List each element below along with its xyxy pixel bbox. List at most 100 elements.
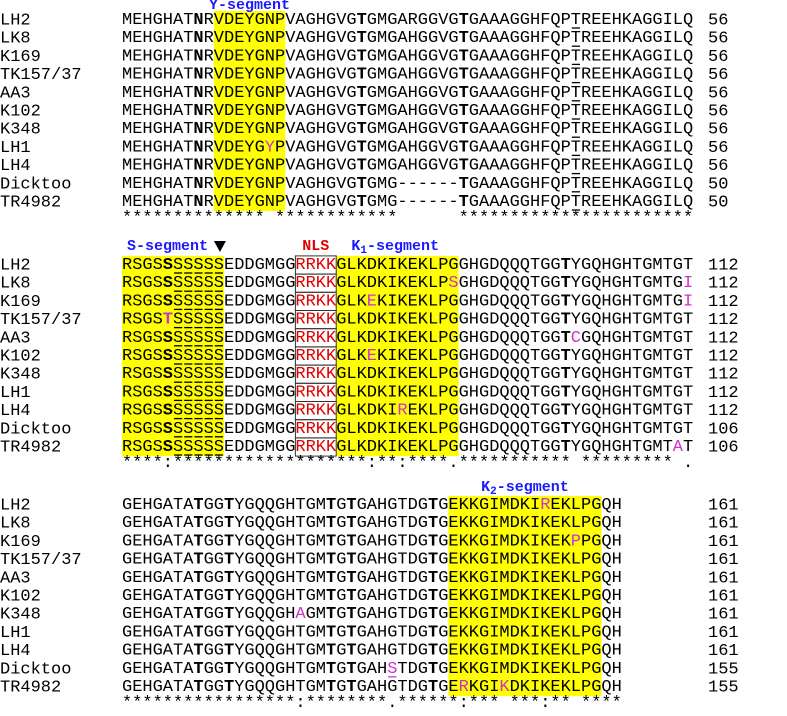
residue: V bbox=[214, 102, 225, 121]
residue: G bbox=[122, 624, 132, 643]
residue: M bbox=[377, 102, 387, 121]
residue: M bbox=[377, 11, 387, 30]
residue: A bbox=[479, 193, 490, 212]
residue: D bbox=[408, 587, 418, 606]
residue: T bbox=[683, 366, 693, 385]
residue: V bbox=[214, 193, 225, 212]
residue: P bbox=[275, 84, 285, 103]
residue: T bbox=[663, 347, 673, 366]
residue: M bbox=[499, 551, 509, 570]
residue: H bbox=[469, 384, 479, 403]
residue: G bbox=[346, 157, 356, 176]
residue: H bbox=[612, 30, 622, 49]
residue: M bbox=[122, 11, 132, 30]
consensus-symbol: * bbox=[520, 455, 530, 474]
residue: V bbox=[336, 157, 347, 176]
residue: D bbox=[234, 402, 244, 421]
residue: K bbox=[418, 347, 429, 366]
residue: H bbox=[601, 256, 611, 275]
residue: G bbox=[479, 587, 489, 606]
residue: E bbox=[550, 587, 560, 606]
residue: V bbox=[214, 157, 225, 176]
residue: T bbox=[295, 569, 305, 588]
sequence-name: LH1 bbox=[0, 384, 31, 403]
residue: S bbox=[153, 329, 163, 348]
residue: S bbox=[132, 438, 142, 457]
residue: K bbox=[561, 551, 572, 570]
residue: S bbox=[204, 420, 214, 439]
residue: G bbox=[387, 606, 397, 625]
residue: T bbox=[397, 606, 407, 625]
residue: H bbox=[622, 366, 632, 385]
residue: A bbox=[397, 102, 408, 121]
residue: G bbox=[418, 533, 428, 552]
residue: A bbox=[183, 551, 194, 570]
residue: D bbox=[408, 642, 418, 661]
residue: H bbox=[285, 624, 295, 643]
residue: I bbox=[530, 624, 540, 643]
residue: K bbox=[316, 329, 327, 348]
residue: K bbox=[469, 606, 480, 625]
residue: A bbox=[632, 157, 643, 176]
residue: E bbox=[224, 275, 234, 294]
residue: H bbox=[142, 84, 152, 103]
residue: E bbox=[448, 642, 458, 661]
residue: G bbox=[459, 293, 469, 312]
residue: L bbox=[428, 402, 438, 421]
residue: Q bbox=[510, 384, 520, 403]
residue: G bbox=[591, 496, 601, 515]
residue: K bbox=[418, 329, 429, 348]
residue: M bbox=[122, 121, 132, 140]
residue: T bbox=[346, 533, 356, 552]
residue: G bbox=[367, 139, 377, 158]
residue: T bbox=[459, 30, 469, 49]
residue: G bbox=[642, 121, 652, 140]
residue: G bbox=[336, 678, 346, 697]
residue: E bbox=[224, 347, 234, 366]
residue: A bbox=[173, 48, 184, 67]
residue: A bbox=[499, 157, 510, 176]
label-suffix: -segment bbox=[367, 238, 439, 255]
residue: Q bbox=[591, 366, 601, 385]
residue: G bbox=[448, 293, 458, 312]
consensus-symbol: * bbox=[612, 210, 622, 229]
residue: K bbox=[540, 551, 551, 570]
residue: A bbox=[295, 139, 306, 158]
residue: R bbox=[295, 384, 305, 403]
residue: G bbox=[275, 587, 285, 606]
residue: T bbox=[173, 642, 183, 661]
residue: H bbox=[142, 193, 152, 212]
residue: Q bbox=[550, 175, 560, 194]
residue: D bbox=[224, 121, 234, 140]
residue: Y bbox=[234, 533, 244, 552]
residue: H bbox=[163, 11, 173, 30]
residue: R bbox=[122, 293, 132, 312]
residue: Q bbox=[683, 139, 693, 158]
residue: Y bbox=[244, 48, 254, 67]
residue: Y bbox=[571, 256, 581, 275]
residue: H bbox=[142, 606, 152, 625]
residue: Q bbox=[510, 347, 520, 366]
consensus-symbol: * bbox=[550, 455, 560, 474]
residue: G bbox=[479, 420, 489, 439]
residue: H bbox=[285, 496, 295, 515]
residue: G bbox=[285, 275, 295, 294]
sequence: MEHGHATNRVDEYGNPVAGHGVGTGMGAHGGVGTGAAAGG… bbox=[122, 66, 693, 85]
consensus-symbol: * bbox=[612, 455, 622, 474]
residue: A bbox=[183, 569, 194, 588]
residue: G bbox=[204, 515, 214, 534]
residue: G bbox=[479, 275, 489, 294]
residue: G bbox=[387, 102, 397, 121]
residue: G bbox=[122, 533, 132, 552]
residue: D bbox=[244, 402, 254, 421]
residue: G bbox=[336, 329, 346, 348]
consensus-symbol: * bbox=[591, 455, 601, 474]
residue: A bbox=[632, 175, 643, 194]
residue: D bbox=[408, 660, 418, 679]
residue: M bbox=[652, 366, 662, 385]
residue: A bbox=[673, 438, 684, 457]
sequence-name: Dicktoo bbox=[0, 660, 71, 679]
residue: M bbox=[652, 402, 662, 421]
consensus-symbol: * bbox=[142, 695, 152, 714]
residue: D bbox=[489, 420, 499, 439]
